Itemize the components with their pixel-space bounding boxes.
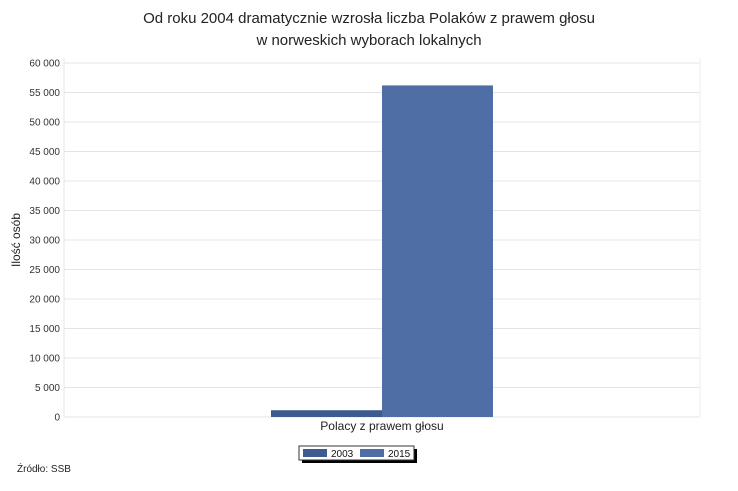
bar-2003 [271,410,382,417]
y-tick-label: 15 000 [29,324,60,335]
y-tick-label: 35 000 [29,206,60,217]
y-tick-label: 0 [54,413,60,424]
chart-title-line2: w norweskich wyborach lokalnych [256,32,482,49]
legend-swatch-2003 [303,449,327,457]
legend-label-2015: 2015 [388,449,411,460]
y-tick-label: 45 000 [29,147,60,158]
legend-swatch-2015 [360,449,384,457]
legend-label-2003: 2003 [331,449,354,460]
y-tick-label: 30 000 [29,236,60,247]
legend-box [298,445,415,461]
y-tick-label: 25 000 [29,265,60,276]
y-tick-label: 60 000 [29,59,60,70]
bar-2015 [382,85,493,418]
y-axis-title: Ilość osób [9,213,23,267]
y-tick-label: 50 000 [29,118,60,129]
x-tick-label: Polacy z prawem głosu [320,419,443,433]
chart-title-line1: Od roku 2004 dramatycznie wzrosła liczba… [143,10,595,27]
y-tick-label: 10 000 [29,354,60,365]
y-tick-label: 5 000 [35,383,60,394]
y-tick-label: 55 000 [29,88,60,99]
y-tick-label: 20 000 [29,295,60,306]
y-tick-label: 40 000 [29,177,60,188]
source-note: Źródło: SSB [17,464,71,475]
